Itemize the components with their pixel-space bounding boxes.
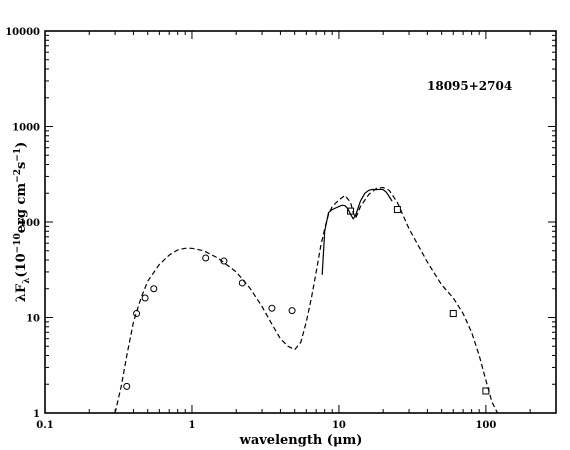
data-layer xyxy=(114,186,499,414)
photometry-point-circle xyxy=(141,294,149,302)
y-axis-title-close: ) xyxy=(14,142,29,148)
x-tick-label: 10 xyxy=(332,420,346,431)
photometry-point-circle xyxy=(288,307,296,315)
y-tick-label: 100 xyxy=(19,218,40,229)
photometry-point-circle xyxy=(202,254,210,262)
model-curve-dashed xyxy=(114,186,499,414)
y-axis-title-unit: erg cm xyxy=(14,183,29,234)
photometry-point-circle xyxy=(268,304,276,312)
y-axis-title-exp1: −10 xyxy=(13,233,23,253)
y-tick-label: 1000 xyxy=(12,123,40,134)
iras-point-square xyxy=(449,310,457,318)
y-axis-title-s: s xyxy=(14,162,29,169)
iras-point-square xyxy=(393,206,401,214)
photometry-point-circle xyxy=(123,382,131,390)
y-axis-title-rest: (10 xyxy=(14,253,29,277)
photometry-point-circle xyxy=(150,285,158,293)
y-axis-title-main: λF xyxy=(14,283,29,302)
y-tick-label: 10 xyxy=(26,314,40,325)
y-axis-title: λFλ(10−10erg cm−2s−1) xyxy=(13,142,32,303)
y-axis-title-exp2: −2 xyxy=(13,169,23,183)
photometry-point-circle xyxy=(133,310,141,318)
x-tick-label: 1 xyxy=(188,420,195,431)
y-axis-title-exp3: −1 xyxy=(13,148,23,162)
y-tick-label: 1 xyxy=(33,409,40,420)
y-tick-label: 10000 xyxy=(5,27,40,38)
spectrum-curve-solid xyxy=(321,188,393,275)
x-axis-title: wavelength (μm) xyxy=(239,433,363,448)
y-axis-title-sub: λ xyxy=(22,278,32,284)
x-tick-label: 0.1 xyxy=(36,420,53,431)
object-label: 18095+2704 xyxy=(427,79,512,93)
x-tick-label: 100 xyxy=(475,420,496,431)
